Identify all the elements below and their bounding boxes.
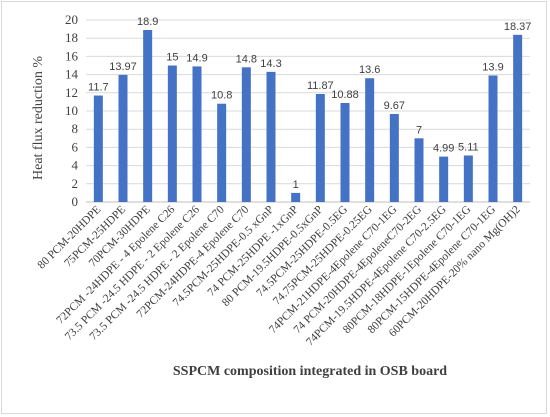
bar	[118, 74, 128, 202]
data-label: 14.8	[236, 53, 257, 65]
bar	[217, 103, 227, 202]
data-label: 11.87	[307, 80, 334, 92]
data-label: 9.67	[384, 100, 405, 112]
data-label: 14.3	[260, 58, 281, 70]
data-label: 5.11	[458, 141, 479, 153]
data-label: 13.6	[359, 64, 380, 76]
y-tick-label: 20	[65, 12, 78, 27]
bar	[167, 65, 177, 202]
y-axis-ticks: 0 2 4 6 8 10 12 14 16 18 20	[65, 12, 79, 209]
bar	[439, 156, 449, 202]
bar	[143, 30, 153, 203]
bar	[513, 34, 523, 202]
bar	[340, 102, 350, 202]
bar	[241, 67, 251, 202]
data-label: 18.9	[137, 16, 158, 28]
bar	[488, 75, 498, 202]
data-label: 11.7	[88, 82, 109, 94]
data-label: 4.99	[433, 143, 454, 155]
bar	[266, 71, 276, 203]
y-tick-label: 6	[72, 139, 79, 154]
bar	[291, 192, 301, 202]
x-axis-ticks: 80 PCM-20HDPE75PCM-25HDPE70PCM-30HDPE72P…	[36, 203, 523, 348]
data-label: 10.8	[211, 90, 232, 102]
y-tick-label: 12	[65, 85, 78, 100]
bars	[93, 30, 523, 203]
y-tick-label: 10	[65, 103, 78, 118]
data-label: 15	[166, 52, 178, 64]
bar	[389, 114, 399, 202]
bar	[93, 95, 103, 202]
x-axis-title: SSPCM composition integrated in OSB boar…	[173, 364, 447, 379]
bar	[315, 93, 325, 202]
data-label: 18.37	[504, 21, 532, 33]
y-tick-label: 14	[65, 67, 79, 82]
y-tick-label: 0	[72, 194, 79, 209]
data-label: 10.88	[331, 89, 359, 101]
bar	[192, 66, 202, 202]
y-tick-label: 16	[65, 48, 79, 63]
data-label: 1	[293, 179, 299, 191]
y-axis-title: Heat flux reduction %	[31, 56, 46, 180]
y-tick-label: 8	[72, 121, 79, 136]
y-tick-label: 2	[72, 176, 79, 191]
data-label: 14.9	[186, 52, 207, 64]
data-label: 13.9	[482, 62, 503, 74]
bar	[463, 155, 473, 202]
data-label: 13.97	[109, 61, 137, 73]
bar	[365, 78, 375, 202]
bar	[414, 138, 424, 202]
data-label: 7	[416, 124, 422, 136]
y-tick-label: 18	[65, 30, 78, 45]
y-tick-label: 4	[72, 158, 79, 173]
gridlines	[86, 19, 530, 203]
